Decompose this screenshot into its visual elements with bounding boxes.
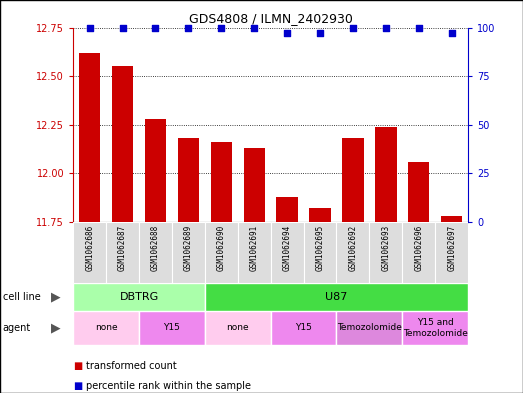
Text: Temozolomide: Temozolomide	[337, 323, 402, 332]
Bar	[178, 138, 199, 222]
Text: GSM1062689: GSM1062689	[184, 225, 193, 271]
Text: GSM1062691: GSM1062691	[249, 225, 259, 271]
Text: Y15 and
Temozolomide: Y15 and Temozolomide	[403, 318, 468, 338]
Text: GSM1062693: GSM1062693	[381, 225, 390, 271]
Text: GSM1062695: GSM1062695	[315, 225, 324, 271]
Point	[217, 24, 225, 31]
Bar	[277, 197, 298, 222]
Bar	[73, 222, 106, 283]
Point	[85, 24, 94, 31]
Text: GSM1062686: GSM1062686	[85, 225, 94, 271]
Text: GSM1062692: GSM1062692	[348, 225, 357, 271]
Bar	[211, 142, 232, 222]
Bar	[79, 53, 100, 222]
Point	[118, 24, 127, 31]
Bar	[402, 311, 468, 345]
Text: GSM1062690: GSM1062690	[217, 225, 226, 271]
Text: agent: agent	[3, 323, 31, 333]
Text: GSM1062688: GSM1062688	[151, 225, 160, 271]
Bar	[172, 222, 205, 283]
Text: GSM1062697: GSM1062697	[447, 225, 456, 271]
Text: Y15: Y15	[295, 323, 312, 332]
Bar	[112, 66, 133, 222]
Bar	[309, 208, 331, 222]
Bar	[435, 222, 468, 283]
Bar	[139, 311, 205, 345]
Bar	[271, 311, 336, 345]
Bar	[441, 216, 462, 222]
Point	[448, 30, 456, 37]
Text: transformed count: transformed count	[86, 361, 177, 371]
Bar	[205, 222, 238, 283]
Point	[415, 24, 423, 31]
Bar	[238, 222, 271, 283]
Bar	[336, 222, 369, 283]
Text: GSM1062696: GSM1062696	[414, 225, 423, 271]
Text: cell line: cell line	[3, 292, 40, 302]
Text: DBTRG: DBTRG	[119, 292, 158, 302]
Bar	[205, 311, 271, 345]
Title: GDS4808 / ILMN_2402930: GDS4808 / ILMN_2402930	[189, 12, 353, 25]
Bar	[73, 283, 205, 311]
Bar	[139, 222, 172, 283]
Text: ■: ■	[73, 381, 83, 391]
Text: GSM1062687: GSM1062687	[118, 225, 127, 271]
Text: none: none	[226, 323, 249, 332]
Text: U87: U87	[325, 292, 348, 302]
Bar	[244, 148, 265, 222]
Point	[184, 24, 192, 31]
Bar	[271, 222, 303, 283]
Text: percentile rank within the sample: percentile rank within the sample	[86, 381, 251, 391]
Text: GSM1062694: GSM1062694	[282, 225, 292, 271]
Bar	[342, 138, 363, 222]
Text: ■: ■	[73, 361, 83, 371]
Point	[349, 24, 357, 31]
Point	[151, 24, 160, 31]
Text: Y15: Y15	[164, 323, 180, 332]
Point	[283, 30, 291, 37]
Point	[382, 24, 390, 31]
Bar	[145, 119, 166, 222]
Text: none: none	[95, 323, 118, 332]
Bar	[408, 162, 429, 222]
Bar	[402, 222, 435, 283]
Point	[250, 24, 258, 31]
Bar	[369, 222, 402, 283]
Text: ▶: ▶	[51, 321, 61, 334]
Bar	[73, 311, 139, 345]
Bar	[336, 311, 402, 345]
Bar	[375, 127, 396, 222]
Point	[316, 30, 324, 37]
Bar	[205, 283, 468, 311]
Text: ▶: ▶	[51, 290, 61, 304]
Bar	[303, 222, 336, 283]
Bar	[106, 222, 139, 283]
